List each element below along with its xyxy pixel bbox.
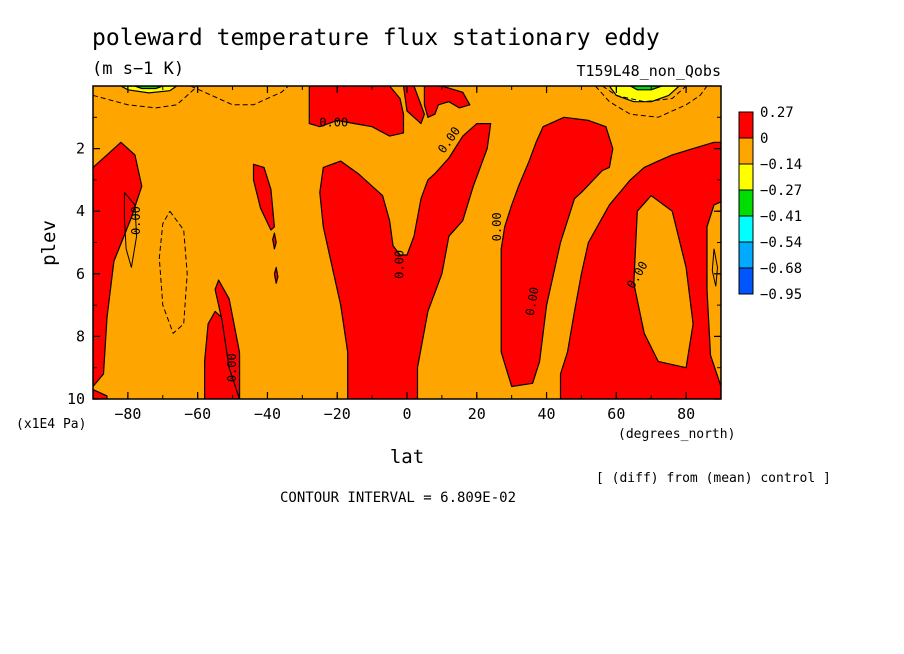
legend-level-2: −0.14 bbox=[760, 157, 802, 173]
chart-title: poleward temperature flux stationary edd… bbox=[92, 25, 660, 51]
legend-swatch-0 bbox=[738, 111, 754, 139]
region-6 bbox=[273, 266, 279, 284]
contour-label-6: 0.00 bbox=[523, 286, 542, 317]
legend-level-0: 0.27 bbox=[760, 105, 794, 121]
y-units: (x1E4 Pa) bbox=[16, 417, 86, 432]
region-11 bbox=[500, 116, 614, 388]
y-tick-label-0: 2 bbox=[76, 140, 85, 158]
region-0 bbox=[93, 141, 143, 388]
x-tick-label-6: 40 bbox=[538, 405, 556, 423]
dashed-contour-0 bbox=[93, 86, 199, 109]
y-tick-label-3: 8 bbox=[76, 327, 85, 345]
legend-level-3: −0.27 bbox=[760, 183, 802, 199]
x-tick-label-5: 20 bbox=[468, 405, 486, 423]
contour-interval: CONTOUR INTERVAL = 6.809E-02 bbox=[280, 490, 516, 506]
region-13 bbox=[633, 195, 694, 369]
chart-units: (m s−1 K) bbox=[92, 59, 184, 79]
region-8 bbox=[402, 86, 425, 125]
contour-label-4: 0.00 bbox=[393, 250, 407, 279]
legend-swatch-1 bbox=[738, 137, 754, 165]
contour-label-2: 0.00 bbox=[319, 116, 348, 130]
diff-note: [ (diff) from (mean) control ] bbox=[596, 471, 831, 486]
region-5 bbox=[272, 232, 277, 250]
x-units: (degrees_north) bbox=[618, 427, 735, 442]
region-9 bbox=[423, 86, 471, 118]
x-tick-label-1: −60 bbox=[184, 405, 211, 423]
x-tick-label-2: −40 bbox=[254, 405, 281, 423]
filled-regions bbox=[93, 86, 721, 399]
contour-label-0: 0.00 bbox=[129, 206, 143, 235]
x-tick-label-4: 0 bbox=[402, 405, 411, 423]
x-tick-label-8: 80 bbox=[677, 405, 695, 423]
plot-area: 0.000.000.000.000.000.000.000.00 bbox=[92, 85, 722, 400]
region-3 bbox=[214, 279, 241, 399]
legend-swatch-5 bbox=[738, 241, 754, 269]
dashed-contour-3 bbox=[595, 86, 708, 118]
region-1 bbox=[93, 389, 108, 399]
x-tick-label-0: −80 bbox=[114, 405, 141, 423]
region-7 bbox=[308, 86, 405, 137]
dashed-contour-2 bbox=[158, 210, 188, 335]
legend-swatch-3 bbox=[738, 189, 754, 217]
dashed-contour-4 bbox=[602, 86, 687, 103]
legend-level-1: 0 bbox=[760, 131, 768, 147]
legend-level-6: −0.68 bbox=[760, 261, 802, 277]
solid-contour-1 bbox=[711, 248, 719, 287]
region-14 bbox=[706, 201, 721, 388]
x-axis: −80 −60 −40 −20 0 20 40 60 80 bbox=[92, 86, 722, 423]
region-4 bbox=[252, 163, 275, 231]
solid-contour-0 bbox=[123, 192, 138, 268]
contour-label-5: 0.00 bbox=[490, 212, 504, 241]
contour-lines bbox=[93, 86, 719, 335]
x-axis-label: lat bbox=[390, 446, 424, 468]
legend-level-7: −0.95 bbox=[760, 287, 802, 303]
legend-swatch-2 bbox=[738, 163, 754, 191]
y-tick-label-2: 6 bbox=[76, 265, 85, 283]
y-tick-label-4: 10 bbox=[67, 390, 85, 408]
contour-label-1: 0.00 bbox=[225, 353, 239, 382]
y-axis: 2 4 6 8 10 bbox=[67, 116, 721, 408]
legend-level-4: −0.41 bbox=[760, 209, 802, 225]
dashed-contour-1 bbox=[190, 86, 289, 106]
y-axis-label: plev bbox=[38, 220, 60, 266]
legend-swatch-4 bbox=[738, 215, 754, 243]
run-label: T159L48_non_Qobs bbox=[577, 62, 722, 80]
colorbar-legend: 0.27 0 −0.14 −0.27 −0.41 −0.54 −0.68 −0.95 bbox=[738, 105, 802, 303]
legend-level-5: −0.54 bbox=[760, 235, 802, 251]
x-tick-label-7: 60 bbox=[607, 405, 625, 423]
y-tick-label-1: 4 bbox=[76, 202, 85, 220]
region-10 bbox=[319, 122, 492, 399]
legend-swatch-6 bbox=[738, 267, 754, 295]
x-tick-label-3: −20 bbox=[324, 405, 351, 423]
